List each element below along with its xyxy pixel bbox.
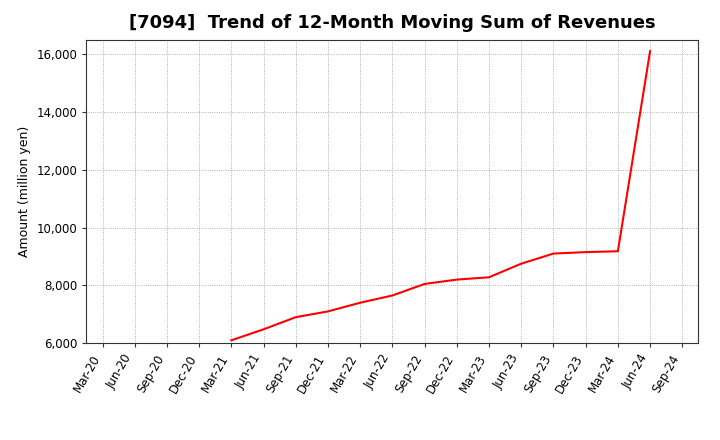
Title: [7094]  Trend of 12-Month Moving Sum of Revenues: [7094] Trend of 12-Month Moving Sum of R…: [129, 15, 656, 33]
Y-axis label: Amount (million yen): Amount (million yen): [18, 126, 31, 257]
